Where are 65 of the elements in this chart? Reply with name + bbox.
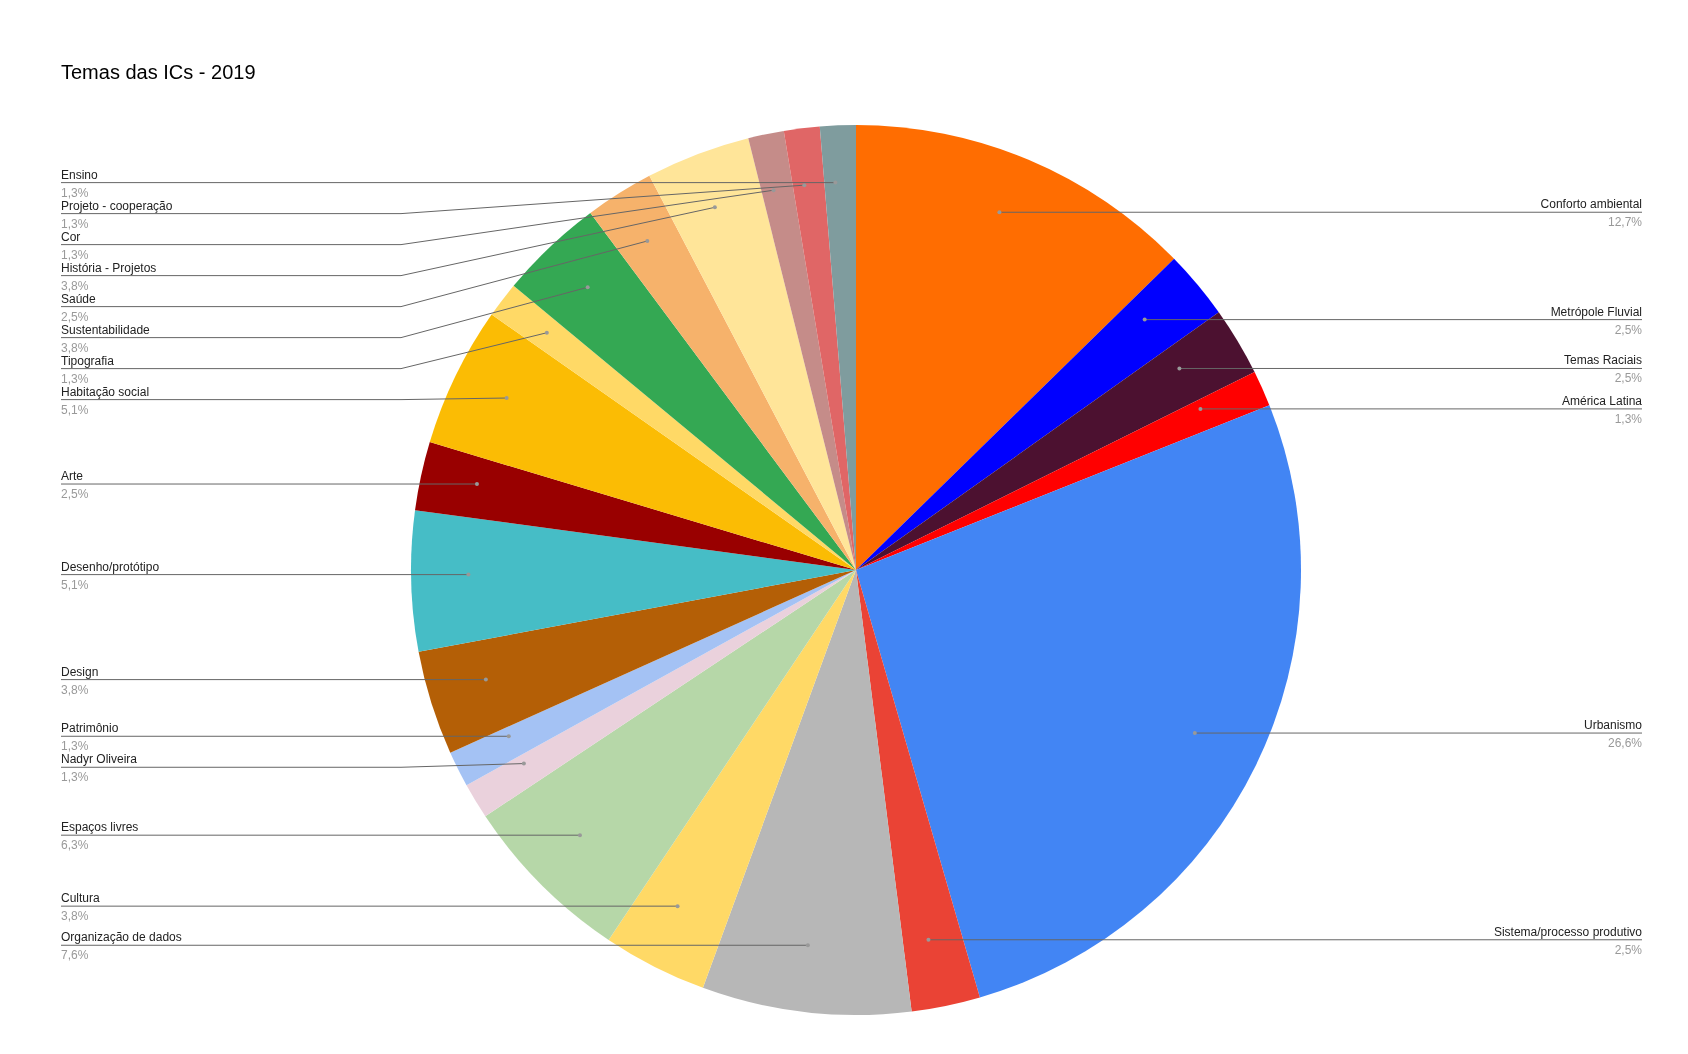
slice-label: Arte — [61, 469, 84, 484]
slice-label: Ensino — [61, 167, 99, 182]
slice-label: Desenho/protótipo — [61, 559, 160, 574]
pie-slice — [856, 125, 1175, 570]
slice-label: América Latina — [1561, 393, 1643, 408]
slice-label: Patrimônio — [61, 721, 119, 736]
pie-slice — [418, 570, 856, 753]
slice-label: Sustentabilidade — [61, 322, 151, 337]
pie-slice — [783, 126, 856, 570]
data-label: 1,3% — [61, 247, 89, 262]
slice-label: Cor — [61, 229, 81, 244]
slice-label: Nadyr Oliveira — [61, 752, 138, 767]
slice-label: Habitação social — [61, 384, 150, 399]
pie-slice — [702, 570, 912, 1015]
pie-slice — [491, 285, 856, 570]
pie-slice — [856, 258, 1219, 570]
data-label: 1,3% — [61, 185, 89, 200]
data-label: 5,1% — [61, 577, 89, 592]
pie-slice — [415, 442, 856, 570]
slice-label: Urbanismo — [1583, 718, 1643, 733]
data-label: 1,3% — [61, 739, 89, 754]
data-label: 1,3% — [61, 770, 89, 785]
slice-label: Tipografia — [61, 353, 115, 368]
pie-slice — [608, 570, 856, 988]
data-label: 3,8% — [61, 340, 89, 355]
slice-label: Saúde — [61, 291, 97, 306]
pie-slice — [856, 570, 980, 1012]
data-label: 5,1% — [61, 402, 89, 417]
slice-label: Organização de dados — [61, 930, 182, 945]
data-label: 3,8% — [61, 278, 89, 293]
slice-label: Metrópole Fluvial — [1550, 304, 1642, 319]
pie-slice — [513, 212, 856, 570]
pie-slice — [485, 570, 856, 940]
data-label: 2,5% — [61, 309, 89, 324]
data-label: 12,7% — [1607, 215, 1643, 230]
slice-label: Sistema/processo produtivo — [1493, 924, 1643, 939]
data-label: 2,5% — [1614, 322, 1643, 337]
pie-slice — [856, 312, 1255, 570]
data-label: 2,5% — [61, 487, 89, 502]
pie-slice — [748, 130, 856, 570]
data-label: 6,3% — [61, 838, 89, 853]
data-label: 3,8% — [61, 909, 89, 924]
pie-slice — [429, 314, 856, 570]
slice-label: Projeto - cooperação — [61, 198, 173, 213]
pie-slice — [466, 570, 856, 817]
pie-slice — [411, 510, 856, 652]
slice-label: História - Projetos — [61, 260, 157, 275]
slice-label: Design — [61, 664, 99, 679]
slice-label: Temas Raciais — [1563, 353, 1642, 368]
pie-slice — [856, 405, 1301, 998]
data-label: 1,3% — [61, 216, 89, 231]
pie-slice — [590, 175, 856, 570]
slice-label: Cultura — [61, 891, 101, 906]
data-label: 26,6% — [1607, 736, 1643, 751]
data-label: 1,3% — [1614, 411, 1643, 426]
data-label: 2,5% — [1614, 942, 1643, 957]
chart-title: Temas das ICs - 2019 — [61, 61, 256, 83]
slice-label: Conforto ambiental — [1540, 197, 1642, 212]
pie-slice — [649, 138, 856, 570]
data-label: 2,5% — [1614, 371, 1643, 386]
slice-label: Espaços livres — [61, 820, 139, 835]
data-label: 1,3% — [61, 371, 89, 386]
data-label: 7,6% — [61, 948, 89, 963]
data-label: 3,8% — [61, 682, 89, 697]
pie-slice — [856, 372, 1270, 570]
